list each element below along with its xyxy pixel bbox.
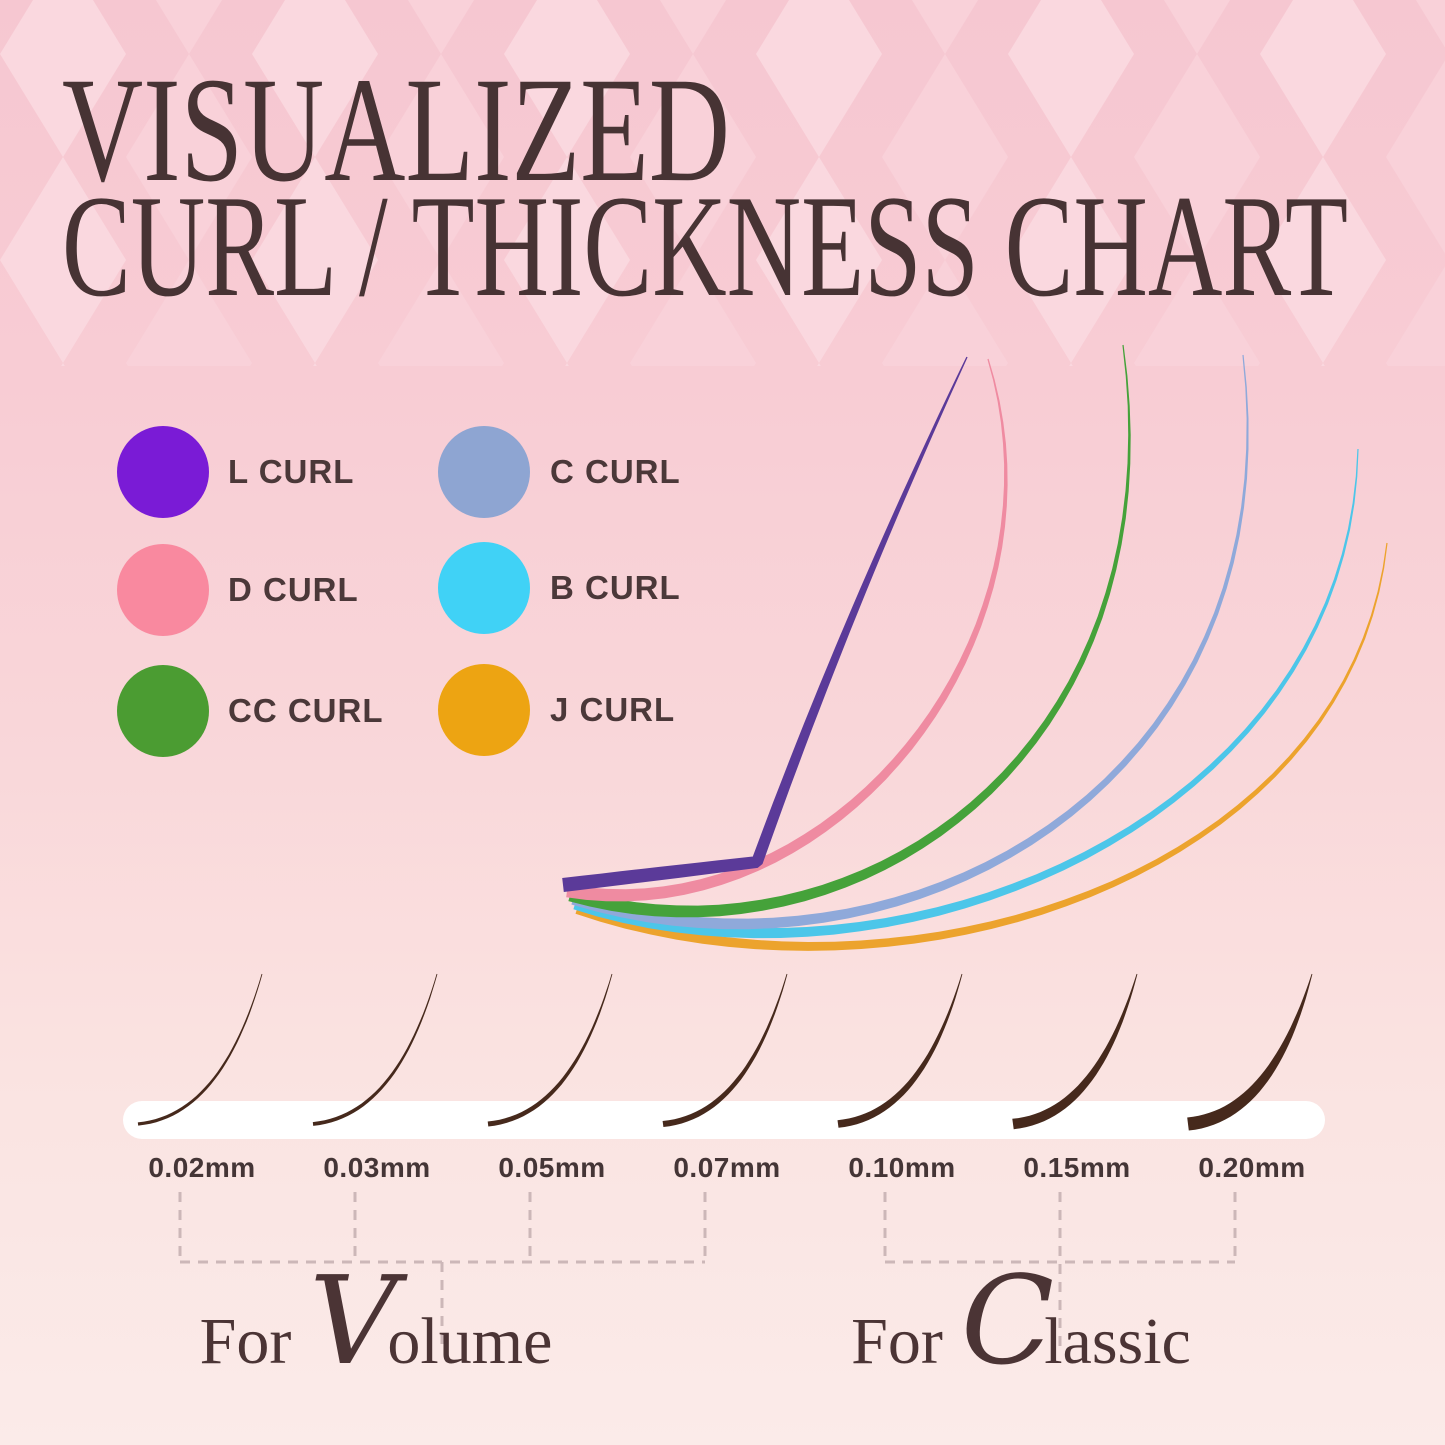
classic-label-prefix: For — [851, 1305, 943, 1378]
legend-label-b-curl: B CURL — [550, 569, 681, 606]
thickness-label-003: 0.03mm — [323, 1152, 431, 1183]
thickness-label-007: 0.07mm — [673, 1152, 781, 1183]
classic-label-initial: C — [961, 1250, 1054, 1392]
volume-label-prefix: For — [200, 1305, 292, 1378]
legend-label-j-curl: J CURL — [550, 691, 676, 728]
thickness-label-005: 0.05mm — [498, 1152, 606, 1183]
legend-dot-b-curl — [438, 542, 530, 634]
lash-strip — [123, 1101, 1325, 1139]
legend-dot-cc-curl — [117, 665, 209, 757]
curl-curve-d-curl — [566, 358, 1008, 902]
volume-group-label: For Volume — [200, 1250, 553, 1392]
legend-dot-d-curl — [117, 544, 209, 636]
thickness-lash-group — [137, 973, 1313, 1131]
curl-curve-c-curl — [571, 354, 1249, 930]
thickness-label-015: 0.15mm — [1023, 1152, 1131, 1183]
thickness-label-002: 0.02mm — [148, 1152, 256, 1183]
diamond-pattern-background — [0, 0, 1445, 366]
classic-group-label: For Classic — [851, 1250, 1191, 1392]
legend-label-d-curl: D CURL — [228, 571, 359, 608]
title-line-1: VISUALIZED — [62, 47, 730, 213]
legend-dot-c-curl — [438, 426, 530, 518]
legend-label-l-curl: L CURL — [228, 453, 355, 490]
legend-dot-j-curl — [438, 664, 530, 756]
thickness-lash-0.07mm — [662, 973, 788, 1127]
thickness-lash-0.15mm — [1012, 973, 1138, 1130]
curl-curve-l-curl — [562, 356, 968, 892]
volume-label-rest: olume — [387, 1305, 552, 1378]
thickness-lash-0.02mm — [137, 973, 263, 1126]
thickness-label-020: 0.20mm — [1198, 1152, 1306, 1183]
title-line-2: CURL / THICKNESS CHART — [62, 165, 1348, 327]
classic-label-rest: lassic — [1044, 1305, 1191, 1378]
thickness-lash-0.03mm — [312, 973, 438, 1126]
volume-label-initial: V — [309, 1250, 408, 1392]
legend-label-cc-curl: CC CURL — [228, 692, 384, 729]
curl-curves-group — [562, 344, 1388, 951]
legend-label-c-curl: C CURL — [550, 453, 681, 490]
thickness-label-010: 0.10mm — [848, 1152, 956, 1183]
legend-dot-l-curl — [117, 426, 209, 518]
curl-curve-j-curl — [575, 542, 1388, 951]
thickness-lash-0.20mm — [1187, 973, 1313, 1131]
thickness-lash-0.10mm — [837, 973, 963, 1128]
thickness-lash-0.05mm — [487, 973, 613, 1127]
